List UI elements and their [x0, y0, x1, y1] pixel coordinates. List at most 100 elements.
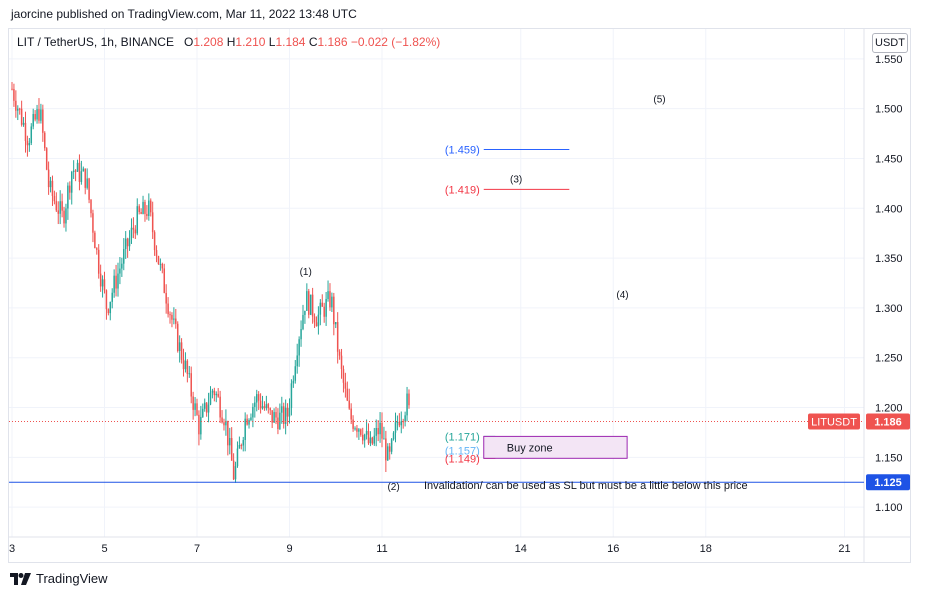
y-tick-label: 1.100	[875, 502, 903, 514]
candle-body	[165, 292, 167, 304]
candle-body	[65, 208, 67, 224]
candle-body	[288, 407, 291, 417]
candle-body	[157, 256, 160, 265]
candle-body	[354, 428, 356, 430]
candle-body	[61, 201, 63, 211]
candle-body	[40, 109, 42, 121]
candle-body	[396, 421, 399, 423]
y-tick-label: 1.300	[875, 303, 903, 315]
candle-body	[202, 408, 204, 417]
candle-body	[259, 400, 262, 409]
candle-body	[190, 373, 192, 397]
footer-brand[interactable]: TradingView	[10, 571, 108, 586]
candle-body	[184, 360, 187, 370]
candle-body	[381, 422, 383, 439]
candle-body	[42, 109, 44, 133]
candle-body	[317, 314, 320, 327]
candle-body	[153, 232, 156, 251]
candle-body	[96, 248, 98, 250]
candle-body	[36, 109, 38, 120]
candle-body	[70, 171, 73, 193]
candle-body	[365, 430, 368, 435]
candle-body	[273, 412, 275, 423]
candle-body	[234, 466, 237, 480]
candle-body	[335, 322, 337, 325]
candle-body	[315, 322, 318, 327]
wave-label: (5)	[653, 95, 665, 106]
x-tick-label: 5	[101, 543, 107, 555]
candle-body	[94, 232, 96, 249]
legend-symbol: LIT / TetherUS, 1h, BINANCE	[17, 35, 174, 49]
candle-body	[17, 108, 19, 111]
candle-body	[53, 195, 56, 202]
candle-body	[250, 417, 252, 421]
level-label: (1.419)	[445, 184, 480, 196]
candle-body	[392, 432, 395, 440]
currency-button[interactable]: USDT	[872, 33, 908, 53]
candle-body	[236, 448, 239, 467]
candle-body	[213, 390, 216, 396]
candle-body	[300, 329, 302, 340]
candle-body	[383, 438, 385, 440]
candle-body	[209, 392, 212, 405]
candle-body	[132, 227, 135, 230]
candle-body	[161, 263, 164, 269]
candle-body	[400, 421, 403, 426]
legend-low-value: 1.184	[275, 35, 306, 49]
candle-body	[175, 318, 177, 324]
candle-body	[18, 108, 21, 110]
candle-body	[402, 421, 404, 423]
candle-body	[74, 170, 77, 172]
candle-body	[192, 396, 194, 410]
candle-body	[369, 437, 372, 444]
candle-body	[227, 420, 229, 446]
candle-body	[261, 406, 264, 409]
candle-body	[44, 132, 46, 149]
x-tick-label: 9	[286, 543, 292, 555]
candle-body	[182, 359, 185, 370]
buy-zone-box	[483, 435, 628, 459]
candle-body	[169, 314, 171, 316]
candle-body	[275, 412, 277, 418]
level-label: (1.459)	[445, 145, 480, 157]
candle-body	[265, 404, 268, 409]
candle-body	[124, 238, 127, 250]
candle-body	[294, 366, 297, 381]
candle-body	[319, 302, 322, 315]
candle-body	[82, 168, 85, 172]
last-price-tag-label: 1.186	[874, 416, 902, 428]
candle-body	[240, 445, 243, 447]
candle-body	[304, 310, 306, 315]
candle-body	[30, 126, 33, 144]
candle-body	[309, 294, 312, 315]
candle-body	[325, 298, 327, 317]
y-tick-label: 1.450	[875, 153, 903, 165]
candle-body	[238, 445, 241, 449]
candle-body	[28, 143, 31, 146]
footer-brand-label: TradingView	[36, 571, 108, 586]
wave-label: (2)	[387, 482, 399, 493]
candle-body	[107, 309, 110, 314]
candle-body	[361, 434, 364, 441]
candle-body	[117, 273, 119, 289]
candle-body	[232, 460, 235, 480]
level-label: (1.149)	[445, 453, 480, 465]
candle-body	[346, 388, 349, 401]
candle-body	[279, 412, 281, 430]
legend-low-label: L	[268, 35, 276, 49]
wave-label: (4)	[616, 290, 628, 301]
invalidation-price-tag	[866, 474, 910, 491]
y-tick-label: 1.350	[875, 253, 903, 265]
candle-body	[246, 418, 248, 425]
candle-body	[103, 279, 106, 291]
y-tick-label: 1.500	[875, 104, 903, 116]
candle-body	[211, 390, 214, 393]
candle-body	[282, 406, 285, 424]
legend-open-value: 1.208	[193, 35, 224, 49]
candle-body	[88, 178, 90, 200]
legend-close-label: C	[308, 35, 318, 49]
candle-body	[379, 422, 381, 435]
wave-label: (1)	[300, 267, 312, 278]
x-tick-label: 3	[9, 543, 15, 555]
